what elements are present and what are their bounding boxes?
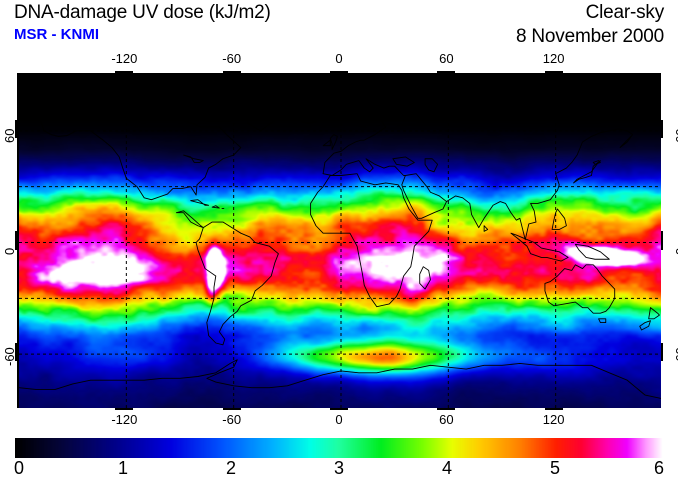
- tick-segment: [15, 71, 116, 73]
- tick-segment: [348, 71, 438, 73]
- tick-segment: [661, 71, 663, 120]
- longitude-tick-label: -120: [111, 412, 138, 427]
- colorbar-tick-label: 3: [333, 458, 344, 478]
- tick-segment: [661, 361, 663, 410]
- longitude-tick-label: 120: [542, 51, 565, 66]
- tick-segment: [661, 249, 663, 344]
- tick-segment: [455, 71, 545, 73]
- date-label: 8 November 2000: [515, 26, 664, 47]
- tick-segment: [133, 71, 223, 73]
- coastline-overlay: [19, 87, 661, 399]
- longitude-tick-label: -60: [222, 51, 242, 66]
- tick-segment: [240, 408, 330, 410]
- longitude-tick-label: 60: [439, 412, 454, 427]
- longitude-tick-label: 120: [542, 412, 565, 427]
- map-data-canvas-clip: [19, 75, 661, 408]
- tick-segment: [15, 408, 116, 410]
- tick-segment: [15, 137, 17, 232]
- latitude-tick-label: 60: [2, 128, 17, 143]
- colorbar: [15, 438, 663, 458]
- latitude-tick-label: 0: [2, 247, 17, 255]
- colorbar-tick-label: 4: [441, 458, 452, 478]
- colorbar-gradient: [15, 438, 663, 458]
- colorbar-tick-label: 2: [225, 458, 236, 478]
- tick-segment: [661, 137, 663, 232]
- longitude-tick-label: -60: [222, 412, 242, 427]
- graticule-overlay: [19, 75, 661, 408]
- map-frame: [15, 71, 663, 410]
- longitude-tick-label: 0: [335, 412, 343, 427]
- tick-segment: [348, 408, 438, 410]
- latitude-tick-label: -60: [673, 347, 678, 367]
- colorbar-tick-label: 1: [117, 458, 128, 478]
- tick-segment: [133, 408, 223, 410]
- latitude-tick-label: -60: [2, 347, 17, 367]
- sky-condition-label: Clear-sky: [585, 2, 665, 23]
- tick-segment: [240, 71, 330, 73]
- tick-segment: [15, 249, 17, 344]
- latitude-tick-label: 60: [673, 128, 678, 143]
- longitude-tick-label: 60: [439, 51, 454, 66]
- page-title: DNA-damage UV dose (kJ/m2): [14, 2, 271, 23]
- latitude-tick-label: 0: [673, 247, 678, 254]
- data-source-label: MSR - KNMI: [14, 26, 99, 43]
- tick-segment: [455, 408, 545, 410]
- colorbar-tick-label: 0: [14, 458, 25, 478]
- tick-segment: [15, 361, 17, 410]
- longitude-tick-label: 0: [335, 51, 343, 66]
- map-plot-area: [15, 71, 663, 410]
- longitude-tick-label: -120: [111, 51, 138, 66]
- tick-segment: [562, 408, 663, 410]
- tick-segment: [15, 71, 17, 120]
- colorbar-tick-label: 6: [653, 458, 664, 478]
- tick-segment: [562, 71, 663, 73]
- colorbar-tick-label: 5: [549, 458, 560, 478]
